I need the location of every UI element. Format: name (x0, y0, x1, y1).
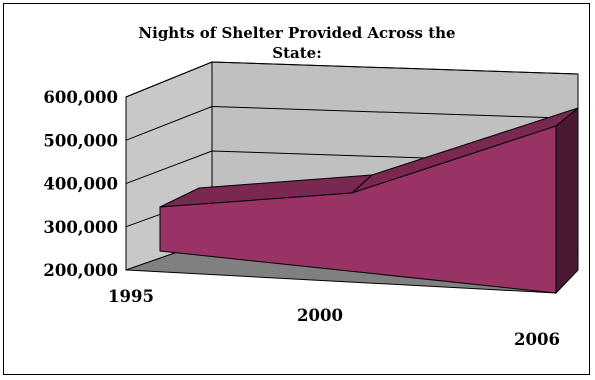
y-tick-label: 200,000 (43, 261, 118, 280)
x-tick-label: 2000 (297, 306, 343, 325)
x-tick-label: 2006 (514, 330, 560, 349)
y-axis-ticks: 200,000 300,000 400,000 500,000 600,000 (43, 88, 118, 280)
chart-title-line-1: Nights of Shelter Provided Across the (138, 24, 455, 42)
y-tick-label: 500,000 (43, 131, 118, 150)
y-tick-label: 300,000 (43, 218, 118, 237)
y-tick-label: 600,000 (43, 88, 118, 107)
y-tick-label: 400,000 (43, 175, 118, 194)
x-tick-label: 1995 (108, 287, 154, 306)
x-axis-ticks: 1995 2000 2006 (108, 287, 560, 349)
area-right-side (556, 108, 578, 293)
chart-title-line-2: State: (272, 44, 322, 62)
